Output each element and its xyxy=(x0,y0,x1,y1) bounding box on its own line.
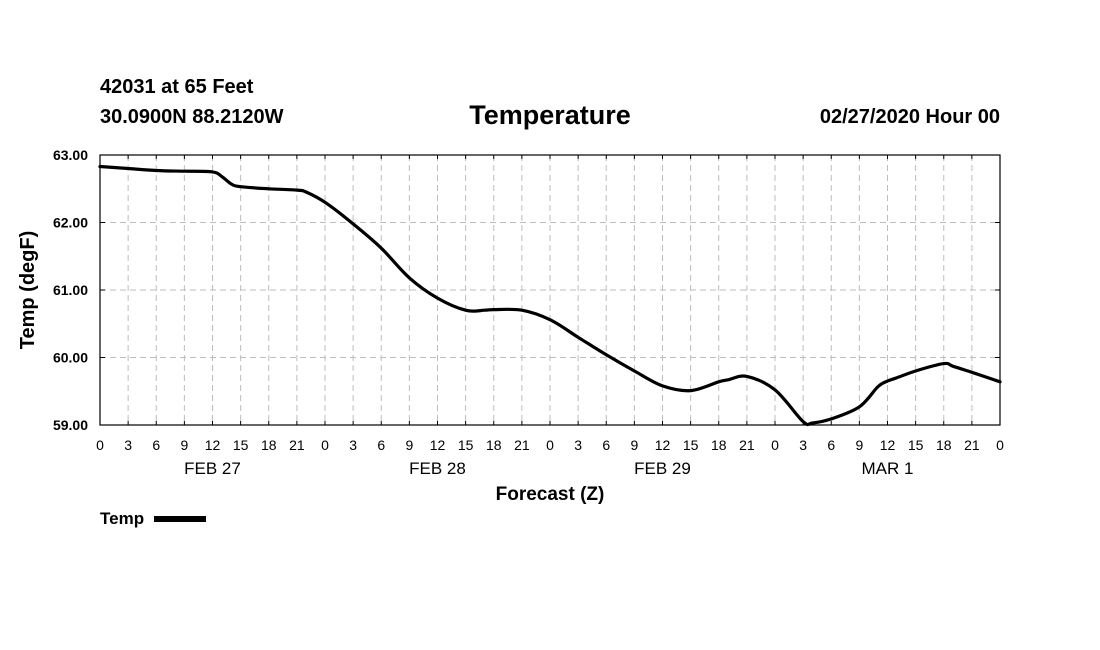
x-tick-label: 18 xyxy=(261,437,277,453)
x-tick-label: 6 xyxy=(827,437,835,453)
x-tick-label: 12 xyxy=(880,437,896,453)
legend-label: Temp xyxy=(100,509,145,528)
x-tick-label: 15 xyxy=(683,437,699,453)
x-tick-label: 3 xyxy=(799,437,807,453)
x-tick-label: 0 xyxy=(546,437,554,453)
y-tick-label: 61.00 xyxy=(53,282,88,298)
day-label: FEB 29 xyxy=(634,459,691,478)
x-tick-label: 15 xyxy=(233,437,249,453)
day-labels: FEB 27 FEB 28 FEB 29 MAR 1 xyxy=(184,459,913,478)
day-label: MAR 1 xyxy=(862,459,914,478)
y-axis-tick-labels: 59.00 60.00 61.00 62.00 63.00 xyxy=(53,147,88,433)
x-axis-tick-labels: 0 3 6 9 12 15 18 21 0 3 6 9 12 15 18 21 0 3 6 9 12 15 18 21 0 3 6 9… xyxy=(96,437,1004,453)
x-tick-label: 0 xyxy=(321,437,329,453)
y-axis-title: Temp (degF) xyxy=(17,231,39,350)
x-tick-label: 0 xyxy=(96,437,104,453)
x-tick-label: 21 xyxy=(964,437,980,453)
x-tick-label: 12 xyxy=(655,437,671,453)
x-tick-label: 9 xyxy=(180,437,188,453)
x-tick-label: 9 xyxy=(630,437,638,453)
x-tick-label: 9 xyxy=(855,437,863,453)
x-tick-label: 0 xyxy=(771,437,779,453)
station-label: 42031 at 65 Feet xyxy=(100,76,254,98)
legend-line-swatch xyxy=(154,516,207,522)
x-tick-label: 21 xyxy=(739,437,755,453)
x-tick-label: 0 xyxy=(996,437,1004,453)
y-tick-label: 59.00 xyxy=(53,417,88,433)
legend: Temp xyxy=(100,509,207,529)
forecast-timestamp: 02/27/2020 Hour 00 xyxy=(819,106,1000,128)
x-tick-label: 15 xyxy=(458,437,474,453)
chart-title: Temperature xyxy=(469,100,631,130)
x-tick-label: 21 xyxy=(514,437,530,453)
x-tick-label: 6 xyxy=(377,437,385,453)
x-tick-label: 15 xyxy=(908,437,924,453)
x-tick-label: 6 xyxy=(152,437,160,453)
x-axis-title: Forecast (Z) xyxy=(496,484,605,505)
x-tick-label: 21 xyxy=(289,437,305,453)
x-tick-label: 18 xyxy=(936,437,952,453)
x-tick-label: 12 xyxy=(205,437,221,453)
y-tick-label: 63.00 xyxy=(53,147,88,163)
x-tick-label: 12 xyxy=(430,437,446,453)
day-label: FEB 27 xyxy=(184,459,241,478)
day-label: FEB 28 xyxy=(409,459,466,478)
y-tick-label: 60.00 xyxy=(53,350,88,366)
x-tick-label: 9 xyxy=(405,437,413,453)
coordinates-label: 30.0900N 88.2120W xyxy=(100,106,284,128)
x-tick-label: 3 xyxy=(349,437,357,453)
temp-series-line xyxy=(98,164,1002,427)
x-tick-label: 6 xyxy=(602,437,610,453)
x-tick-label: 18 xyxy=(486,437,502,453)
x-tick-label: 3 xyxy=(124,437,132,453)
grid xyxy=(100,155,1000,425)
x-tick-label: 3 xyxy=(574,437,582,453)
y-tick-label: 62.00 xyxy=(53,215,88,231)
x-tick-label: 18 xyxy=(711,437,727,453)
